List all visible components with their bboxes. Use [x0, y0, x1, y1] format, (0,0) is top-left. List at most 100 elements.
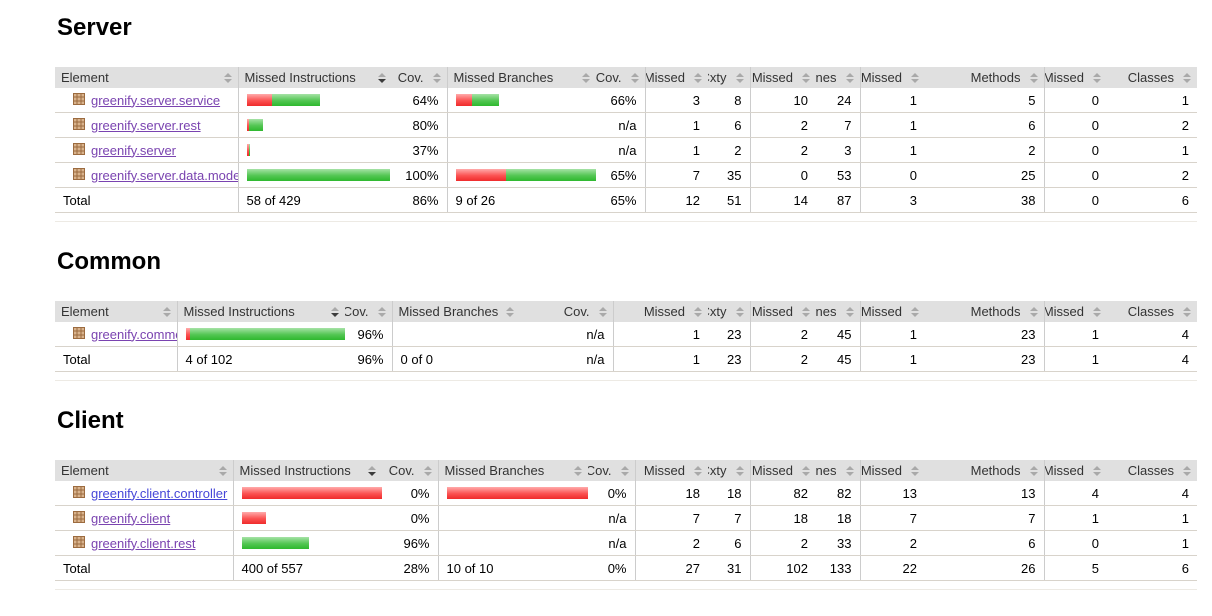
metric-cell: 2	[708, 137, 750, 163]
column-header-missed-9[interactable]: Missed	[859, 67, 925, 88]
package-link[interactable]: greenify.client	[91, 510, 171, 526]
metric-cell: 1	[859, 322, 925, 347]
column-header-element-0[interactable]: Element	[55, 301, 177, 322]
package-link[interactable]: greenify.server.service	[91, 92, 221, 108]
column-header-methods-10[interactable]: Methods	[925, 67, 1044, 88]
column-header-cov--4[interactable]: Cov.	[520, 301, 613, 322]
metric-cell: 1	[1107, 88, 1197, 113]
total-metric-cell: 102	[749, 555, 816, 581]
total-branches-coverage-cell: 65%	[596, 187, 645, 213]
column-header-missed-7[interactable]: Missed	[749, 460, 816, 481]
bar-missed-segment	[246, 94, 272, 106]
column-header-lines-8[interactable]: Lines	[816, 67, 860, 88]
column-header-cov--2[interactable]: Cov.	[382, 460, 438, 481]
package-icon	[73, 510, 85, 523]
table-row: greenify.server 37% n/a 1 2 2 3 1 2 0 1	[55, 137, 1197, 163]
branches-coverage-cell: n/a	[596, 112, 645, 138]
column-header-missed-instructions-1[interactable]: Missed Instructions	[232, 460, 382, 481]
column-header-missed-instructions-1[interactable]: Missed Instructions	[237, 67, 392, 88]
sort-icon	[1029, 306, 1038, 317]
column-header-missed-branches-3[interactable]: Missed Branches	[446, 67, 596, 88]
total-branches-cell: 10 of 10	[437, 555, 588, 581]
column-header-cxty-6[interactable]: Cxty	[708, 67, 750, 88]
package-link[interactable]: greenify.server.data.model	[91, 167, 238, 183]
metric-cell: 1	[1043, 322, 1107, 347]
element-cell: greenify.server.service	[55, 88, 238, 113]
instructions-bar-cell	[237, 112, 392, 138]
total-branches-coverage-cell: 0%	[588, 555, 635, 581]
column-header-label: Element	[61, 463, 109, 478]
instructions-coverage-cell: 37%	[392, 137, 447, 163]
sort-icon	[1183, 465, 1191, 476]
column-header-methods-10[interactable]: Methods	[925, 460, 1044, 481]
metric-cell: 1	[859, 88, 925, 113]
package-link[interactable]: greenify.client.controller	[91, 485, 228, 501]
column-header-missed-9[interactable]: Missed	[859, 301, 925, 322]
package-icon	[73, 92, 85, 105]
column-header-missed-branches-3[interactable]: Missed Branches	[391, 301, 520, 322]
sort-icon	[506, 306, 514, 317]
total-branches-cell: 9 of 26	[446, 187, 596, 213]
column-header-element-0[interactable]: Element	[55, 460, 233, 481]
sort-icon	[1029, 465, 1038, 476]
column-header-missed-9[interactable]: Missed	[859, 460, 925, 481]
column-header-methods-10[interactable]: Methods	[925, 301, 1044, 322]
column-header-cov--2[interactable]: Cov.	[345, 301, 392, 322]
total-instructions-coverage-cell: 28%	[382, 555, 438, 581]
column-header-missed-7[interactable]: Missed	[749, 67, 816, 88]
column-header-label: Cxty	[708, 70, 727, 85]
column-header-cxty-6[interactable]: Cxty	[708, 460, 750, 481]
coverage-bar	[446, 487, 588, 499]
total-metric-cell: 23	[925, 346, 1044, 372]
package-link[interactable]: greenify.server.rest	[91, 117, 201, 133]
column-header-label: Missed	[645, 70, 685, 85]
metric-cell: 2	[1107, 112, 1197, 138]
package-link[interactable]: greenify.server	[91, 142, 177, 158]
column-header-label: Missed	[860, 70, 902, 85]
branches-bar-cell	[437, 481, 588, 506]
metric-cell: 10	[749, 88, 816, 113]
instructions-bar-cell	[176, 322, 345, 347]
column-header-cov--4[interactable]: Cov.	[588, 460, 635, 481]
column-header-element-0[interactable]: Element	[55, 67, 238, 88]
column-header-missed-5[interactable]: Missed	[612, 301, 708, 322]
sort-icon	[802, 306, 810, 317]
total-metric-cell: 0	[1043, 187, 1107, 213]
column-header-missed-instructions-1[interactable]: Missed Instructions	[176, 301, 345, 322]
header-row: Element Missed Instructions Cov. Missed Bra…	[55, 460, 1197, 481]
total-metric-cell: 51	[708, 187, 750, 213]
sort-icon	[735, 306, 744, 317]
column-header-classes-12[interactable]: Classes	[1107, 67, 1197, 88]
branches-coverage-cell: n/a	[596, 137, 645, 163]
column-header-missed-11[interactable]: Missed	[1043, 67, 1107, 88]
metric-cell: 0	[1043, 530, 1107, 556]
metric-cell: 1	[612, 322, 708, 347]
metric-cell: 1	[859, 137, 925, 163]
column-header-missed-branches-3[interactable]: Missed Branches	[437, 460, 588, 481]
column-header-cov--4[interactable]: Cov.	[596, 67, 645, 88]
bar-missed-segment	[446, 487, 588, 499]
column-header-label: Lines	[816, 463, 837, 478]
metric-cell: 1	[859, 112, 925, 138]
column-header-missed-11[interactable]: Missed	[1043, 460, 1107, 481]
metric-cell: 33	[816, 530, 860, 556]
total-metric-cell: 38	[925, 187, 1044, 213]
column-header-missed-7[interactable]: Missed	[749, 301, 816, 322]
column-header-missed-5[interactable]: Missed	[644, 67, 708, 88]
package-link[interactable]: greenify.common	[91, 326, 177, 342]
column-header-cov--2[interactable]: Cov.	[392, 67, 447, 88]
package-icon	[73, 326, 85, 339]
column-header-lines-8[interactable]: Lines	[816, 460, 860, 481]
column-header-missed-5[interactable]: Missed	[634, 460, 708, 481]
column-header-classes-12[interactable]: Classes	[1107, 301, 1197, 322]
column-header-classes-12[interactable]: Classes	[1107, 460, 1197, 481]
column-header-lines-8[interactable]: Lines	[816, 301, 860, 322]
total-metric-cell: 1	[1043, 346, 1107, 372]
coverage-bar	[246, 144, 385, 156]
column-header-cxty-6[interactable]: Cxty	[708, 301, 750, 322]
package-link[interactable]: greenify.client.rest	[91, 535, 196, 551]
column-header-missed-11[interactable]: Missed	[1043, 301, 1107, 322]
package-icon	[73, 535, 85, 548]
sort-icon	[423, 465, 432, 476]
metric-cell: 1	[644, 112, 708, 138]
